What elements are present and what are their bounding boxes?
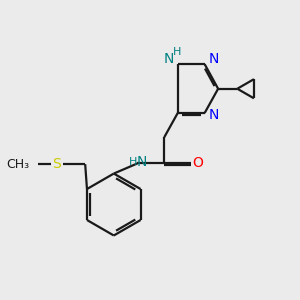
- Text: N: N: [208, 108, 219, 122]
- Text: S: S: [52, 157, 61, 171]
- Text: N: N: [208, 52, 219, 66]
- Text: N: N: [136, 155, 147, 169]
- Text: H: H: [129, 157, 137, 167]
- Text: N: N: [163, 52, 173, 66]
- Text: CH₃: CH₃: [6, 158, 29, 171]
- Text: H: H: [172, 47, 181, 57]
- Text: O: O: [193, 157, 203, 170]
